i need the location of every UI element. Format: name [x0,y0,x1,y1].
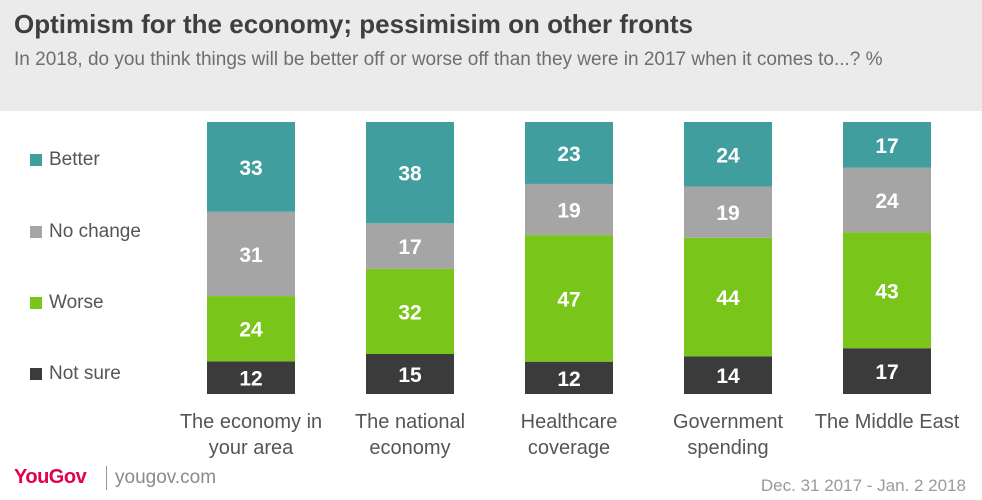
data-label-not-sure-healthcare-coverage: 12 [557,368,580,391]
legend-item-not-sure: Not sure [30,362,121,386]
legend-swatch-no-change [30,226,42,238]
bar-segment-not-sure-government-spending [684,356,772,394]
legend-label-better: Better [49,149,100,170]
bar-segment-no-change-the-economy-in-your-area [207,211,295,297]
chart-subtitle: In 2018, do you think things will be bet… [14,49,883,70]
legend-swatch-better [30,154,42,166]
footer-divider [106,466,107,490]
data-label-better-government-spending: 24 [716,144,740,167]
legend-item-better: Better [30,148,100,172]
bar-segment-better-the-national-economy [366,122,454,224]
legend-item-no-change: No change [30,220,141,244]
bar-segment-not-sure-the-national-economy [366,354,454,394]
data-label-worse-the-national-economy: 32 [398,301,421,324]
bar-segment-worse-the-economy-in-your-area [207,296,295,362]
data-label-better-the-economy-in-your-area: 33 [239,157,262,180]
bar-segment-worse-the-middle-east [843,232,931,349]
legend-label-worse: Worse [49,292,104,313]
bar-segment-no-change-the-national-economy [366,223,454,269]
footer-site: yougov.com [115,467,217,488]
data-label-no-change-government-spending: 19 [716,202,739,225]
bar-segment-better-healthcare-coverage [525,122,613,184]
bar-segment-not-sure-healthcare-coverage [525,361,613,394]
data-label-no-change-the-national-economy: 17 [398,236,421,259]
bar-segment-better-the-middle-east [843,122,931,168]
bar-segment-no-change-the-middle-east [843,167,931,233]
legend-label-not-sure: Not sure [49,363,121,384]
bar-segment-worse-government-spending [684,237,772,357]
data-label-worse-the-economy-in-your-area: 24 [239,319,263,342]
data-label-not-sure-government-spending: 14 [716,365,740,388]
category-label-the-middle-east: The Middle East [815,411,960,433]
bar-segment-not-sure-the-middle-east [843,348,931,394]
bar-segment-no-change-healthcare-coverage [525,183,613,236]
bar-segment-no-change-government-spending [684,186,772,238]
data-label-better-the-national-economy: 38 [398,163,422,186]
chart-title: Optimism for the economy; pessimisim on … [14,9,693,39]
legend-item-worse: Worse [30,291,104,315]
data-label-worse-healthcare-coverage: 47 [557,288,580,311]
yougov-logo: YouGov [14,466,87,488]
data-label-no-change-healthcare-coverage: 19 [557,200,580,223]
survey-date: Dec. 31 2017 - Jan. 2 2018 [760,476,966,495]
bar-segment-better-government-spending [684,122,772,187]
category-label-the-national-economy: The national economy [355,411,465,459]
data-label-not-sure-the-national-economy: 15 [398,364,422,387]
header: Optimism for the economy; pessimisim on … [0,0,982,111]
data-label-not-sure-the-economy-in-your-area: 12 [239,368,262,391]
legend-label-no-change: No change [49,221,141,242]
data-label-worse-government-spending: 44 [716,287,740,310]
bar-segment-worse-the-national-economy [366,268,454,354]
data-label-no-change-the-middle-east: 24 [875,190,899,213]
legend-swatch-not-sure [30,368,42,380]
category-label-government-spending: Government spending [673,411,783,459]
data-label-no-change-the-economy-in-your-area: 31 [239,244,263,267]
category-label-the-economy-in-your-area: The economy in your area [180,411,322,459]
data-label-better-the-middle-east: 17 [875,135,898,158]
bar-segment-better-the-economy-in-your-area [207,122,295,212]
bar-segment-not-sure-the-economy-in-your-area [207,361,295,394]
data-label-worse-the-middle-east: 43 [875,280,898,303]
data-label-better-healthcare-coverage: 23 [557,143,580,166]
bar-segment-worse-healthcare-coverage [525,235,613,362]
legend-swatch-worse [30,297,42,309]
data-label-not-sure-the-middle-east: 17 [875,361,898,384]
category-label-healthcare-coverage: Healthcare coverage [521,411,618,459]
